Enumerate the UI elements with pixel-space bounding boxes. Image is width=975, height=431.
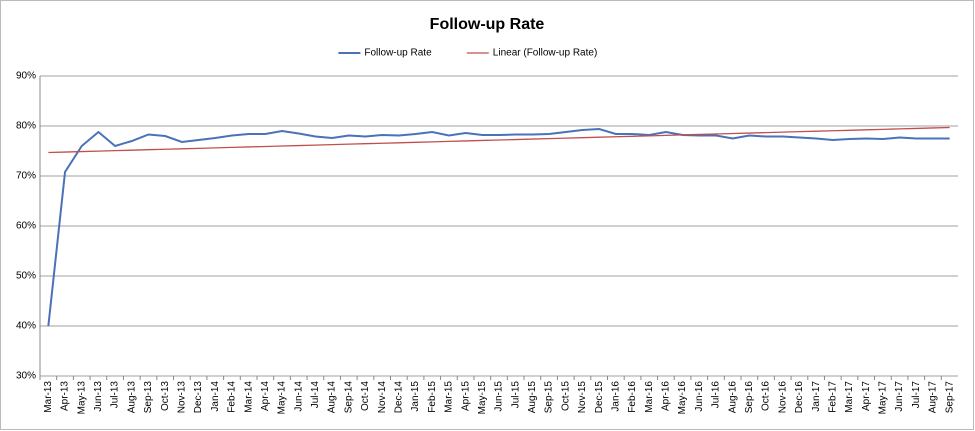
- y-tick-label: 70%: [16, 171, 36, 182]
- x-tick-label: Jul-17: [911, 381, 922, 409]
- x-tick-label: Feb-16: [627, 381, 638, 413]
- x-tick-label: Sep-13: [143, 381, 154, 414]
- x-tick-label: Mar-16: [644, 381, 655, 413]
- x-tick-label: Mar-15: [444, 381, 455, 413]
- x-tick-label: Jun-17: [894, 381, 905, 412]
- x-tick-label: Apr-17: [861, 381, 872, 411]
- x-tick-label: Jul-16: [711, 381, 722, 409]
- x-tick-label: Jun-13: [93, 381, 104, 412]
- x-tick-label: Feb-14: [227, 381, 238, 413]
- series-line: [47, 127, 950, 327]
- series-line: [48, 126, 950, 154]
- x-tick-label: Aug-16: [727, 381, 738, 414]
- x-tick-label: Oct-15: [560, 381, 571, 411]
- x-tick-label: Nov-13: [177, 381, 188, 414]
- x-tick-label: Apr-16: [661, 381, 672, 411]
- x-tick-label: Nov-14: [377, 381, 388, 414]
- x-tick-label: Sep-16: [744, 381, 755, 414]
- x-tick-label: Aug-15: [527, 381, 538, 414]
- x-tick-label: Nov-15: [577, 381, 588, 414]
- y-tick-label: 60%: [16, 221, 36, 232]
- x-tick-label: May-17: [878, 381, 889, 415]
- x-tick-label: Apr-15: [460, 381, 471, 411]
- x-tick-label: Dec-13: [193, 381, 204, 414]
- y-tick-label: 80%: [16, 121, 36, 132]
- x-tick-label: Jun-15: [494, 381, 505, 412]
- x-tick-label: Jan-14: [210, 381, 221, 412]
- x-tick-label: Dec-15: [594, 381, 605, 414]
- x-tick-label: Sep-14: [343, 381, 354, 414]
- x-tick-label: Mar-14: [243, 381, 254, 413]
- x-tick-label: Jul-15: [510, 381, 521, 409]
- x-tick-label: Sep-15: [544, 381, 555, 414]
- x-tick-label: Mar-13: [43, 381, 54, 413]
- x-tick-label: Sep-17: [944, 381, 955, 414]
- x-tick-label: Jan-17: [811, 381, 822, 412]
- x-tick-label: Mar-17: [844, 381, 855, 413]
- x-tick-label: Oct-13: [160, 381, 171, 411]
- legend-label: Linear (Follow-up Rate): [493, 48, 598, 59]
- x-tick-label: May-14: [277, 381, 288, 415]
- legend-label: Follow-up Rate: [364, 48, 432, 59]
- x-tick-label: May-15: [477, 381, 488, 415]
- x-tick-label: Jan-15: [410, 381, 421, 412]
- y-tick-label: 50%: [16, 271, 36, 282]
- x-tick-label: Oct-14: [360, 381, 371, 411]
- x-tick-label: Feb-15: [427, 381, 438, 413]
- y-tick-label: 90%: [16, 71, 36, 82]
- x-tick-label: Nov-16: [777, 381, 788, 414]
- x-tick-label: Jul-13: [110, 381, 121, 409]
- x-tick-label: Jun-14: [293, 381, 304, 412]
- y-tick-label: 40%: [16, 321, 36, 332]
- x-tick-label: Aug-13: [126, 381, 137, 414]
- chart-title: Follow-up Rate: [430, 16, 545, 33]
- x-tick-label: Aug-14: [327, 381, 338, 414]
- x-tick-label: Jun-16: [694, 381, 705, 412]
- x-tick-label: Jan-16: [610, 381, 621, 412]
- x-tick-label: Apr-13: [60, 381, 71, 411]
- x-tick-label: Dec-16: [794, 381, 805, 414]
- x-tick-label: Jul-14: [310, 381, 321, 409]
- y-tick-label: 30%: [16, 371, 36, 382]
- x-tick-label: Apr-14: [260, 381, 271, 411]
- x-tick-label: Oct-16: [761, 381, 772, 411]
- x-tick-label: Feb-17: [827, 381, 838, 413]
- x-tick-label: May-13: [76, 381, 87, 415]
- x-tick-label: May-16: [677, 381, 688, 415]
- x-tick-label: Aug-17: [928, 381, 939, 414]
- x-tick-label: Dec-14: [393, 381, 404, 414]
